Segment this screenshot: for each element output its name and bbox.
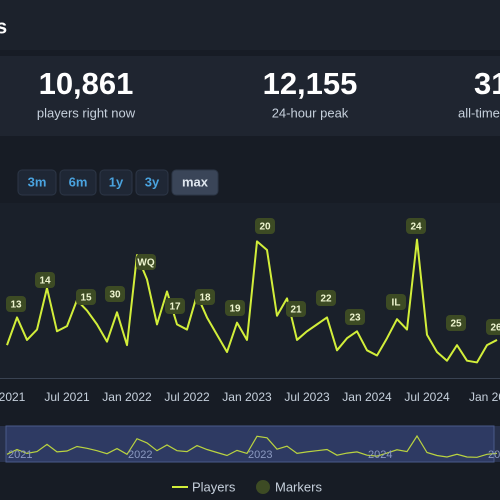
range-button[interactable] [135, 169, 169, 196]
range-button-label[interactable]: 1y [109, 174, 124, 189]
marker-box[interactable] [255, 218, 275, 234]
marker-label[interactable]: 19 [229, 304, 241, 315]
marker-box[interactable] [406, 218, 426, 234]
page-title: s [0, 16, 7, 38]
marker-label[interactable]: 25 [450, 319, 462, 330]
marker-box[interactable] [225, 300, 245, 316]
legend-label[interactable]: Players [192, 479, 236, 494]
navigator-label: 2024 [368, 449, 392, 461]
range-button-label[interactable]: max [182, 174, 209, 189]
stat-value: 31 [474, 66, 500, 101]
marker-box[interactable] [486, 319, 500, 335]
marker-box[interactable] [446, 315, 466, 331]
marker-box[interactable] [35, 272, 55, 288]
range-button-label[interactable]: 3y [145, 174, 160, 189]
x-tick-label: Jan 2024 [342, 390, 392, 404]
navigator-label: 2021 [8, 449, 32, 461]
navigator-line [6, 434, 498, 458]
range-button[interactable] [99, 169, 133, 196]
marker-box[interactable] [6, 296, 26, 312]
stat-value: 10,861 [39, 66, 134, 101]
marker-label[interactable]: 24 [410, 222, 422, 233]
marker-box[interactable] [76, 289, 96, 305]
marker-box[interactable] [136, 254, 156, 270]
marker-label[interactable]: IL [392, 298, 401, 309]
stats-panel [0, 56, 500, 136]
marker-label[interactable]: 17 [169, 302, 181, 313]
marker-label[interactable]: 26 [490, 323, 500, 334]
legend-swatch [256, 480, 270, 494]
stat-label: all-time [458, 105, 500, 120]
x-tick-label: Jul 2024 [404, 390, 450, 404]
x-tick-label: Jul 2021 [44, 390, 90, 404]
marker-label[interactable]: 22 [320, 294, 332, 305]
marker-label[interactable]: 14 [39, 276, 51, 287]
header-bar [0, 0, 500, 50]
marker-label[interactable]: 23 [349, 313, 361, 324]
marker-box[interactable] [386, 294, 406, 310]
marker-label[interactable]: 18 [199, 293, 211, 304]
stat-label: 24-hour peak [272, 105, 349, 120]
marker-label[interactable]: 21 [290, 305, 302, 316]
x-tick-label: Jan 20 [469, 390, 500, 404]
x-tick-label: Jul 2023 [284, 390, 330, 404]
marker-label[interactable]: 13 [10, 300, 22, 311]
range-button-label[interactable]: 6m [69, 174, 88, 189]
x-tick-label: Jan 2023 [222, 390, 272, 404]
legend-label[interactable]: Markers [275, 479, 322, 494]
marker-label[interactable]: 20 [259, 222, 271, 233]
stat-label: players right now [37, 105, 136, 120]
navigator-selection[interactable] [5, 425, 495, 463]
navigator-label: 20 [488, 449, 500, 461]
range-button-label[interactable]: 3m [28, 174, 47, 189]
x-tick-label: Jan 2022 [102, 390, 152, 404]
x-tick-label: n 2021 [0, 390, 26, 404]
navigator-label: 2022 [128, 449, 152, 461]
navigator-label: 2023 [248, 449, 272, 461]
range-button[interactable] [59, 169, 97, 196]
marker-box[interactable] [316, 290, 336, 306]
marker-label[interactable]: WQ [137, 258, 154, 269]
marker-box[interactable] [165, 298, 185, 314]
marker-box[interactable] [345, 309, 365, 325]
x-tick-label: Jul 2022 [164, 390, 210, 404]
stat-value: 12,155 [263, 66, 358, 101]
players-line [6, 238, 498, 364]
marker-box[interactable] [105, 286, 125, 302]
marker-box[interactable] [286, 301, 306, 317]
range-button[interactable] [17, 169, 57, 196]
marker-label[interactable]: 15 [80, 293, 92, 304]
range-button[interactable] [171, 169, 219, 196]
marker-label[interactable]: 30 [109, 290, 121, 301]
marker-box[interactable] [195, 289, 215, 305]
